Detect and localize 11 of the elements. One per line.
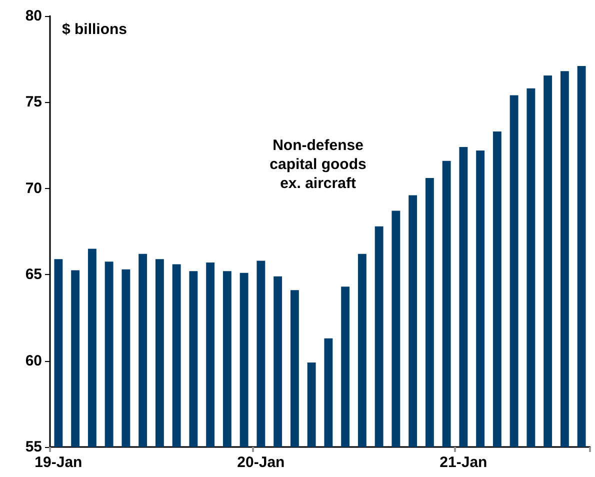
annotation: Non-defense capital goods ex. aircraft (270, 137, 366, 192)
y-tick-label: 60 (25, 352, 42, 370)
x-tick-label: 19-Jan (34, 454, 82, 471)
y-axis-title: $ billions (62, 21, 128, 38)
x-tick-label: 21-Jan (440, 454, 488, 471)
y-tick-label: 80 (25, 8, 42, 24)
y-tick-label: 65 (25, 266, 42, 284)
y-tick-label: 75 (25, 94, 42, 111)
x-tick-label: 20-Jan (237, 454, 285, 471)
y-tick-label: 70 (25, 180, 42, 197)
y-tick-label: 55 (25, 438, 42, 456)
